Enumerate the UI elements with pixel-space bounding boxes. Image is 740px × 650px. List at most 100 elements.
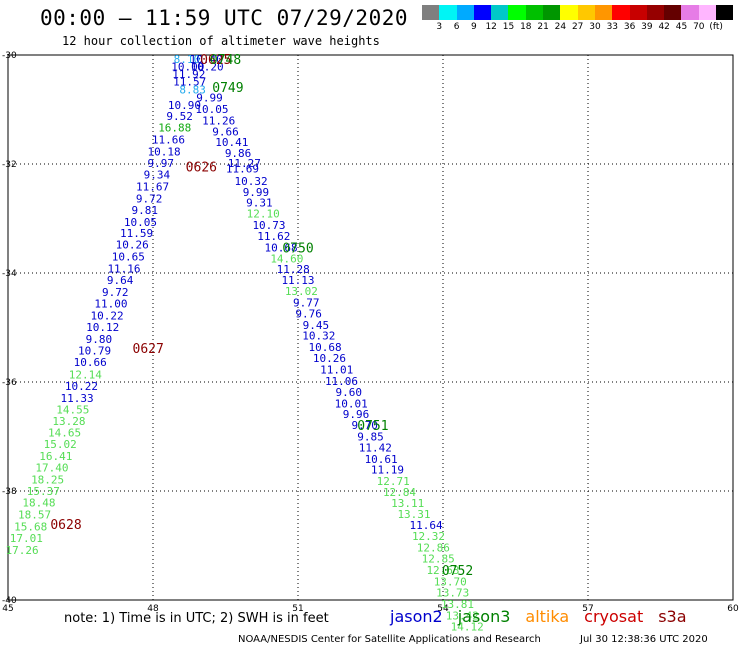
color-swatch xyxy=(664,5,682,20)
page-title: 00:00 – 11:59 UTC 07/29/2020 xyxy=(40,6,409,30)
wave-height-label: 9.60 xyxy=(336,386,363,399)
wave-height-label: 9.76 xyxy=(295,307,322,320)
wave-height-label: 9.72 xyxy=(102,286,129,299)
color-swatch xyxy=(629,5,647,20)
wave-height-label: 16.88 xyxy=(158,121,191,134)
wave-height-label: 10.12 xyxy=(86,321,119,334)
wave-height-label: 9.66 xyxy=(212,125,239,138)
wave-height-label: 11.01 xyxy=(320,363,353,376)
map-tick-labels: 45 48 51 54 57 60 -30 -32 -34 -36 -38 -40 xyxy=(2,51,739,614)
wave-height-label: 9.64 xyxy=(107,274,134,287)
wave-height-label: 10.22 xyxy=(91,310,124,323)
color-scale-label: 42 xyxy=(658,22,670,32)
wave-height-label: 9.96 xyxy=(343,408,370,421)
wave-height-label: 10.40 xyxy=(190,53,223,66)
wave-height-label: 12.63 xyxy=(426,564,459,577)
wave-height-label: 9.99 xyxy=(243,186,270,199)
legend-entry-altika: altika xyxy=(525,607,570,626)
wave-height-label: 17.40 xyxy=(35,462,68,475)
longitude-tick-label: 57 xyxy=(582,604,593,614)
longitude-tick-label: 48 xyxy=(147,604,159,614)
longitude-tick-label: 60 xyxy=(727,604,739,614)
wave-height-label: 15.02 xyxy=(44,438,77,451)
color-scale-label: (ft) xyxy=(709,22,723,32)
wave-height-label: 8.10 xyxy=(174,53,201,66)
longitude-tick-label: 45 xyxy=(2,604,13,614)
color-scale-label: 6 xyxy=(453,22,460,32)
wave-height-label: 13.31 xyxy=(397,508,430,521)
color-scale-bar xyxy=(422,5,734,21)
pass-time-label: 0625 xyxy=(200,53,231,68)
wave-height-label: 10.18 xyxy=(148,145,181,158)
color-scale-label: 70 xyxy=(693,22,705,32)
wave-height-label: 18.25 xyxy=(31,474,64,487)
wave-height-label: 9.45 xyxy=(303,319,330,332)
color-swatch xyxy=(698,5,717,20)
wave-height-label: 10.01 xyxy=(335,397,368,410)
wave-height-label: 10.22 xyxy=(65,380,98,393)
wave-height-label: 9.85 xyxy=(357,431,384,444)
wave-height-label: 12.10 xyxy=(247,208,280,221)
color-swatch xyxy=(560,5,578,20)
wave-height-label: 11.13 xyxy=(281,274,314,287)
wave-height-label: 10.68 xyxy=(309,341,342,354)
pass-time-label: 0751 xyxy=(357,419,388,434)
wave-height-label: 13.70 xyxy=(434,575,467,588)
wave-height-label: 11.28 xyxy=(277,263,310,276)
wave-height-label: 14.65 xyxy=(48,427,81,440)
wave-height-label: 11.69 xyxy=(226,162,259,175)
wave-height-label: 13.28 xyxy=(52,415,85,428)
wave-height-label: 11.64 xyxy=(410,519,443,532)
wave-height-label: 12.84 xyxy=(383,486,416,499)
wave-height-label: 11.26 xyxy=(202,114,235,127)
wave-height-label: 10.32 xyxy=(235,175,268,188)
wave-height-label: 11.92 xyxy=(172,68,205,81)
legend-entry-s3a: s3a xyxy=(658,607,687,626)
color-swatch xyxy=(594,5,613,20)
color-scale-label: 18 xyxy=(520,22,532,32)
wave-height-label: 9.31 xyxy=(246,197,273,210)
color-swatch xyxy=(491,5,509,20)
wave-height-label: 14.55 xyxy=(56,403,89,416)
pass-time-label: 0627 xyxy=(133,342,164,357)
wave-height-label: 11.27 xyxy=(228,157,261,170)
color-swatch xyxy=(646,5,665,20)
legend-entry-cryosat: cryosat xyxy=(584,607,644,626)
wave-height-label: 17.26 xyxy=(5,544,38,557)
credit-line: NOAA/NESDIS Center for Satellite Applica… xyxy=(238,634,541,645)
page-subtitle: 12 hour collection of altimeter wave hei… xyxy=(62,34,380,48)
credit-timestamp: Jul 30 12:38:36 UTC 2020 xyxy=(580,634,708,645)
map-frame xyxy=(7,54,734,601)
wave-height-label: 13.11 xyxy=(391,497,424,510)
wave-height-label: 12.85 xyxy=(422,553,455,566)
pass-time-label: 0628 xyxy=(50,518,81,533)
wave-height-label: 17.01 xyxy=(10,532,43,545)
latitude-tick-label: -38 xyxy=(2,487,17,497)
color-scale-label: 36 xyxy=(623,22,636,32)
wave-height-label: 16.41 xyxy=(39,450,72,463)
color-swatch xyxy=(716,5,734,20)
color-swatch xyxy=(456,5,474,20)
pass-time-label: 0626 xyxy=(186,161,217,176)
wave-height-label: 10.32 xyxy=(302,330,335,343)
wave-height-label: 13.42 xyxy=(446,609,479,622)
color-swatch xyxy=(439,5,457,20)
color-scale-label: 30 xyxy=(589,22,601,32)
color-swatch xyxy=(422,5,440,20)
wave-height-label: 9.72 xyxy=(136,192,163,205)
pass-time-label: 0752 xyxy=(442,564,473,579)
wave-height-label: 18.57 xyxy=(18,508,51,521)
wave-height-label: 10.79 xyxy=(78,344,111,357)
pass-time-labels: 0625 0626 0627 0628 0748 0749 0750 0751 0752 xyxy=(50,53,473,579)
wave-height-label: 11.16 xyxy=(107,263,140,276)
wave-height-label: 9.77 xyxy=(293,296,320,309)
color-swatch xyxy=(681,5,699,20)
color-scale-label: 9 xyxy=(471,22,477,32)
latitude-tick-label: -32 xyxy=(2,160,17,170)
map-grid xyxy=(8,55,733,600)
wave-height-label: 9.97 xyxy=(147,157,174,170)
color-swatch xyxy=(543,5,561,20)
legend-entry-jason3: jason3 xyxy=(457,607,511,626)
wave-height-label: 10.41 xyxy=(215,136,248,149)
